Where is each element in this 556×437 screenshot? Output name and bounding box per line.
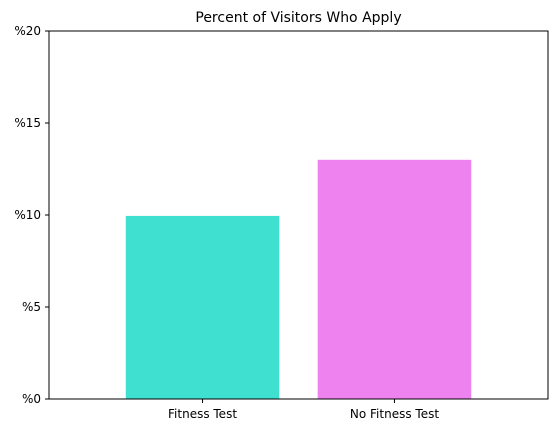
y-tick-label: %20	[14, 24, 41, 38]
chart-title: Percent of Visitors Who Apply	[195, 10, 401, 26]
plot-area: %0 %5 %10 %15 %20 Fitness Test No Fitness Test	[14, 24, 549, 421]
axes-frame	[48, 30, 549, 400]
y-tick-label: %0	[22, 392, 41, 406]
bar-no-fitness-test	[317, 159, 472, 399]
bar-fitness-test	[125, 215, 280, 399]
x-tick-label: Fitness Test	[168, 407, 237, 421]
y-tick-label: %10	[14, 208, 41, 222]
x-tick-label: No Fitness Test	[350, 407, 439, 421]
y-tick-label: %5	[22, 300, 41, 314]
y-tick-label: %15	[14, 116, 41, 130]
